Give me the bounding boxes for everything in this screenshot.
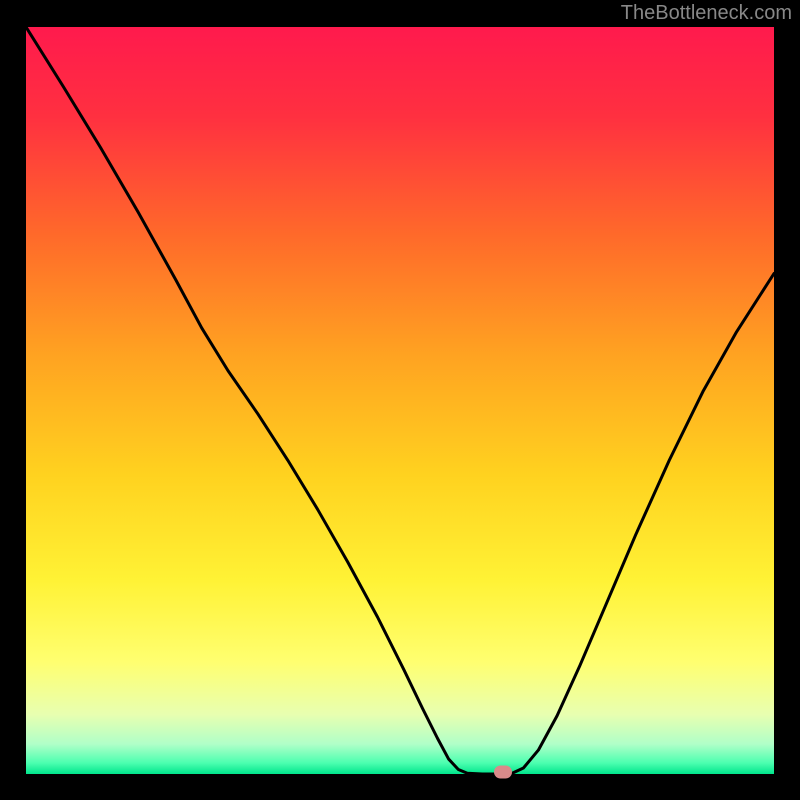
bottleneck-curve bbox=[26, 27, 774, 774]
watermark-text: TheBottleneck.com bbox=[621, 2, 792, 25]
optimal-point-marker bbox=[494, 765, 512, 778]
curve-path bbox=[26, 27, 774, 774]
plot-frame bbox=[23, 24, 777, 777]
